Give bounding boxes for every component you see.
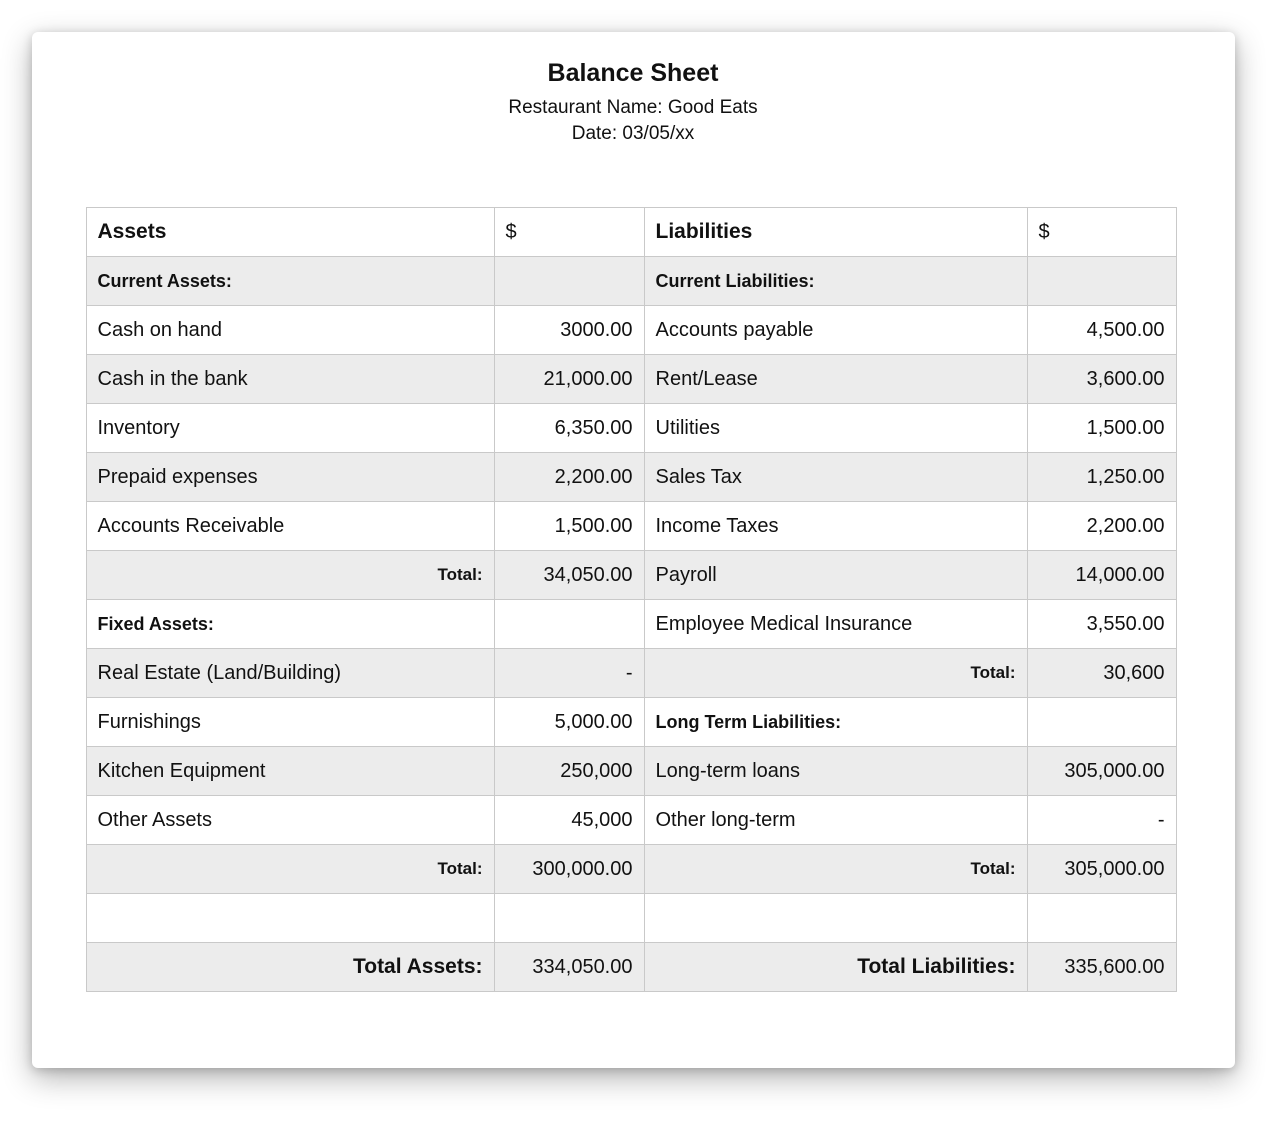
asset-label: Cash on hand xyxy=(85,305,495,356)
asset-amount: - xyxy=(493,648,645,699)
asset-label: Accounts Receivable xyxy=(85,501,495,552)
table-row: Other Assets 45,000 Other long-term - xyxy=(85,795,1177,846)
table-row: Total: 34,050.00 Payroll 14,000.00 xyxy=(85,550,1177,601)
total-liabilities-amount: 335,600.00 xyxy=(1026,942,1177,993)
table-row: Fixed Assets: Employee Medical Insurance… xyxy=(85,599,1177,650)
long-term-liabilities-total-amount: 305,000.00 xyxy=(1026,844,1177,895)
table-row: Current Assets: Current Liabilities: xyxy=(85,256,1177,307)
liability-label: Accounts payable xyxy=(643,305,1028,356)
liability-amount: - xyxy=(1026,795,1177,846)
empty-cell xyxy=(1026,893,1177,944)
liability-amount: 3,550.00 xyxy=(1026,599,1177,650)
document-header: Balance Sheet Restaurant Name: Good Eats… xyxy=(32,32,1235,146)
table-row: Total Assets: 334,050.00 Total Liabiliti… xyxy=(85,942,1177,993)
table-row: Cash on hand 3000.00 Accounts payable 4,… xyxy=(85,305,1177,356)
table-row: Kitchen Equipment 250,000 Long-term loan… xyxy=(85,746,1177,797)
liability-amount: 4,500.00 xyxy=(1026,305,1177,356)
empty-cell xyxy=(85,893,495,944)
liability-amount: 305,000.00 xyxy=(1026,746,1177,797)
liability-label: Income Taxes xyxy=(643,501,1028,552)
fixed-assets-section-label: Fixed Assets: xyxy=(85,599,495,650)
current-liabilities-total-amount: 30,600 xyxy=(1026,648,1177,699)
assets-currency-header: $ xyxy=(493,207,645,258)
liability-label: Payroll xyxy=(643,550,1028,601)
asset-amount: 21,000.00 xyxy=(493,354,645,405)
asset-amount: 3000.00 xyxy=(493,305,645,356)
asset-label: Prepaid expenses xyxy=(85,452,495,503)
document-page: Balance Sheet Restaurant Name: Good Eats… xyxy=(31,32,1235,1068)
asset-amount: 5,000.00 xyxy=(493,697,645,748)
restaurant-name-line: Restaurant Name: Good Eats xyxy=(508,97,758,118)
empty-cell xyxy=(493,893,645,944)
asset-amount xyxy=(493,256,645,307)
asset-label: Cash in the bank xyxy=(85,354,495,405)
long-term-liabilities-section-label: Long Term Liabilities: xyxy=(643,697,1028,748)
asset-label: Other Assets xyxy=(85,795,495,846)
liability-amount: 1,250.00 xyxy=(1026,452,1177,503)
current-liabilities-total-label: Total: xyxy=(643,648,1028,699)
fixed-assets-total-label: Total: xyxy=(85,844,495,895)
total-assets-label: Total Assets: xyxy=(85,942,495,993)
table-row xyxy=(85,893,1177,944)
liability-amount: 3,600.00 xyxy=(1026,354,1177,405)
liability-amount: 2,200.00 xyxy=(1026,501,1177,552)
current-assets-section-label: Current Assets: xyxy=(85,256,495,307)
liability-label: Employee Medical Insurance xyxy=(643,599,1028,650)
liability-amount xyxy=(1026,256,1177,307)
liability-label: Rent/Lease xyxy=(643,354,1028,405)
current-assets-total-amount: 34,050.00 xyxy=(493,550,645,601)
asset-amount: 2,200.00 xyxy=(493,452,645,503)
fixed-assets-total-amount: 300,000.00 xyxy=(493,844,645,895)
liability-label: Utilities xyxy=(643,403,1028,454)
empty-cell xyxy=(643,893,1028,944)
liabilities-column-header: Liabilities xyxy=(643,207,1028,258)
liability-label: Other long-term xyxy=(643,795,1028,846)
asset-label: Furnishings xyxy=(85,697,495,748)
asset-label: Real Estate (Land/Building) xyxy=(85,648,495,699)
asset-label: Inventory xyxy=(85,403,495,454)
table-row: Inventory 6,350.00 Utilities 1,500.00 xyxy=(85,403,1177,454)
liabilities-currency-header: $ xyxy=(1026,207,1177,258)
asset-amount xyxy=(493,599,645,650)
total-assets-amount: 334,050.00 xyxy=(493,942,645,993)
asset-amount: 45,000 xyxy=(493,795,645,846)
table-row: Real Estate (Land/Building) - Total: 30,… xyxy=(85,648,1177,699)
page-title: Balance Sheet xyxy=(547,59,719,87)
total-liabilities-label: Total Liabilities: xyxy=(643,942,1028,993)
balance-sheet-table: Assets $ Liabilities $ Current Assets: C… xyxy=(85,207,1177,993)
asset-label: Kitchen Equipment xyxy=(85,746,495,797)
asset-amount: 250,000 xyxy=(493,746,645,797)
liability-label: Long-term loans xyxy=(643,746,1028,797)
current-liabilities-section-label: Current Liabilities: xyxy=(643,256,1028,307)
table-row: Cash in the bank 21,000.00 Rent/Lease 3,… xyxy=(85,354,1177,405)
liability-label: Sales Tax xyxy=(643,452,1028,503)
liability-amount: 1,500.00 xyxy=(1026,403,1177,454)
current-assets-total-label: Total: xyxy=(85,550,495,601)
assets-column-header: Assets xyxy=(85,207,495,258)
long-term-liabilities-total-label: Total: xyxy=(643,844,1028,895)
table-row: Furnishings 5,000.00 Long Term Liabiliti… xyxy=(85,697,1177,748)
table-row: Total: 300,000.00 Total: 305,000.00 xyxy=(85,844,1177,895)
table-row: Accounts Receivable 1,500.00 Income Taxe… xyxy=(85,501,1177,552)
table-header-row: Assets $ Liabilities $ xyxy=(85,207,1177,258)
liability-amount: 14,000.00 xyxy=(1026,550,1177,601)
liability-amount xyxy=(1026,697,1177,748)
asset-amount: 1,500.00 xyxy=(493,501,645,552)
asset-amount: 6,350.00 xyxy=(493,403,645,454)
date-line: Date: 03/05/xx xyxy=(571,122,695,144)
table-row: Prepaid expenses 2,200.00 Sales Tax 1,25… xyxy=(85,452,1177,503)
